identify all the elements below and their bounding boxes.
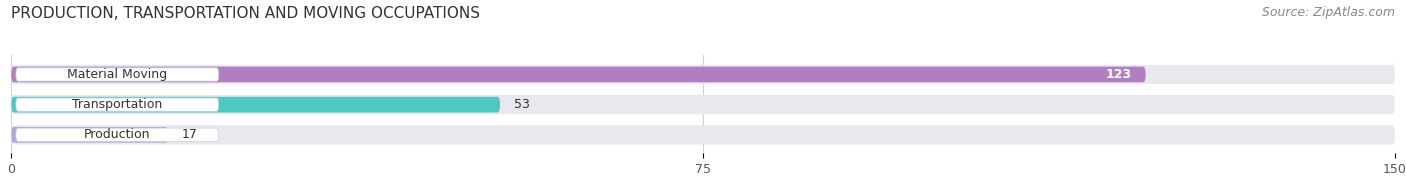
Text: 123: 123 — [1105, 68, 1132, 81]
FancyBboxPatch shape — [11, 65, 1395, 84]
FancyBboxPatch shape — [15, 128, 219, 142]
Text: PRODUCTION, TRANSPORTATION AND MOVING OCCUPATIONS: PRODUCTION, TRANSPORTATION AND MOVING OC… — [11, 6, 481, 21]
FancyBboxPatch shape — [11, 95, 1395, 114]
FancyBboxPatch shape — [15, 68, 219, 81]
FancyBboxPatch shape — [11, 125, 1395, 144]
FancyBboxPatch shape — [11, 97, 501, 113]
Text: Material Moving: Material Moving — [67, 68, 167, 81]
Text: Source: ZipAtlas.com: Source: ZipAtlas.com — [1261, 6, 1395, 19]
FancyBboxPatch shape — [11, 67, 1146, 82]
Text: Production: Production — [84, 128, 150, 141]
Text: 17: 17 — [181, 128, 198, 141]
Text: Transportation: Transportation — [72, 98, 163, 111]
FancyBboxPatch shape — [11, 127, 169, 143]
FancyBboxPatch shape — [15, 98, 219, 111]
Text: 53: 53 — [515, 98, 530, 111]
